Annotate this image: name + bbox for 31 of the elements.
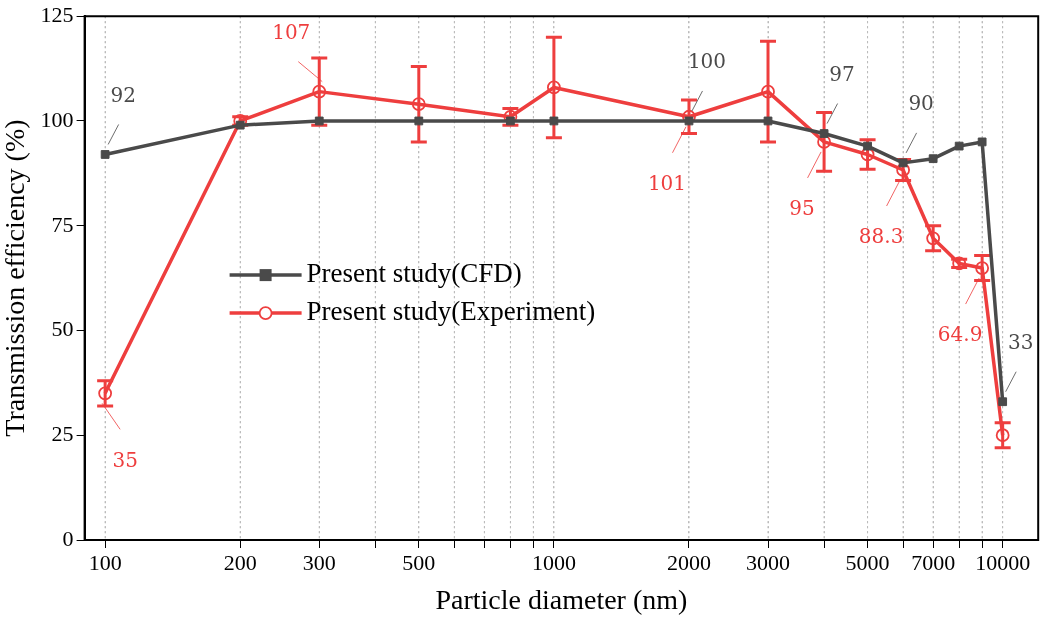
annotation: 97 — [829, 61, 855, 86]
y-tick-label: 125 — [40, 1, 74, 27]
annotation: 92 — [110, 82, 136, 107]
x-tick-label: 200 — [223, 549, 257, 575]
y-tick-label: 100 — [40, 106, 74, 132]
x-tick-label: 1000 — [531, 549, 576, 575]
y-tick-label: 75 — [51, 211, 74, 237]
legend-label: Present study(CFD) — [306, 258, 522, 289]
x-tick-label: 10000 — [975, 549, 1031, 575]
y-tick-label: 0 — [62, 525, 74, 551]
x-tick-label: 3000 — [746, 549, 791, 575]
x-axis-title: Particle diameter (nm) — [435, 583, 688, 615]
x-tick-label: 5000 — [845, 549, 890, 575]
y-tick-label: 25 — [51, 421, 74, 447]
y-tick-label: 50 — [51, 316, 74, 342]
x-tick-label: 100 — [88, 549, 122, 575]
annotation: 33 — [1007, 329, 1034, 354]
x-tick-label: 7000 — [911, 549, 956, 575]
legend-label: Present study(Experiment) — [306, 296, 596, 327]
annotation: 100 — [687, 49, 727, 74]
annotation: 90 — [908, 91, 934, 116]
annotation: 64.9 — [937, 322, 983, 347]
x-tick-label: 300 — [302, 549, 336, 575]
x-tick-label: 500 — [402, 549, 436, 575]
annotation: 107 — [272, 19, 311, 44]
annotation: 95 — [789, 196, 815, 221]
annotation: 88.3 — [858, 224, 904, 249]
annotation: 101 — [647, 170, 687, 195]
y-axis-title: Transmission efficiency (%) — [0, 119, 31, 437]
annotation: 35 — [112, 447, 138, 472]
x-tick-label: 2000 — [666, 549, 711, 575]
